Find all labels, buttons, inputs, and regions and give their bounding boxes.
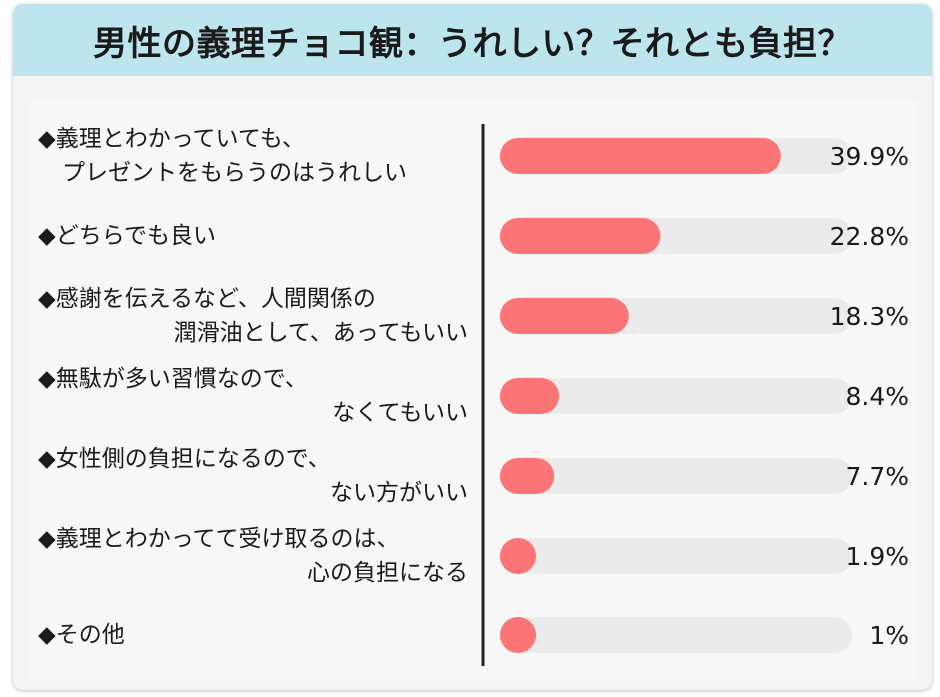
bar-value-label: 18.3% [830, 302, 909, 331]
bar [500, 538, 536, 574]
category-label-line2: ない方がいい [330, 480, 468, 506]
category-label-line1: ◆義理とわかってて受け取るのは、 [38, 526, 400, 552]
bar-track [500, 617, 852, 653]
chart-title: 男性の義理チョコ観：うれしい？それとも負担？ [93, 23, 852, 64]
bar [500, 617, 536, 653]
category-label-line2: 心の負担になる [307, 560, 468, 586]
bar-value-label: 1.9% [845, 542, 909, 571]
bar-value-label: 1% [869, 621, 909, 650]
category-label-line1: ◆女性側の負担になるので、 [38, 446, 331, 472]
category-label: ◆義理とわかってて受け取るのは、心の負担になる [38, 522, 468, 590]
category-label: ◆感謝を伝えるなど、人間関係の潤滑油として、あってもいい [38, 282, 468, 350]
bar [500, 458, 555, 494]
category-label-line1: ◆どちらでも良い [38, 223, 216, 249]
category-label-line2: プレゼントをもらうのはうれしい [62, 160, 407, 186]
bar-value-label: 39.9% [830, 142, 909, 171]
bar-value-label: 22.8% [830, 222, 909, 251]
category-label: ◆女性側の負担になるので、ない方がいい [38, 442, 468, 510]
title-banner: 男性の義理チョコ観：うれしい？それとも負担？ [13, 4, 932, 76]
bar-track [500, 378, 852, 414]
category-label-line1: ◆無駄が多い習慣なので、 [38, 366, 308, 392]
bar [500, 218, 661, 254]
category-label: ◆無駄が多い習慣なので、 なくてもいい [38, 362, 468, 430]
bar [500, 138, 781, 174]
bar [500, 298, 629, 334]
category-label-line2: なくてもいい [332, 400, 468, 426]
bar-track [500, 458, 852, 494]
category-label: ◆どちらでも良い [38, 219, 216, 253]
bar-track [500, 538, 852, 574]
category-label: ◆義理とわかっていても、プレゼントをもらうのはうれしい [38, 122, 468, 190]
bar-value-label: 8.4% [845, 382, 909, 411]
bar-value-label: 7.7% [845, 462, 909, 491]
bar [500, 378, 560, 414]
category-label-line2: 潤滑油として、あってもいい [173, 320, 468, 346]
category-label: ◆その他 [38, 618, 125, 652]
category-label-line1: ◆その他 [38, 622, 125, 648]
category-label-line1: ◆義理とわかっていても、 [38, 126, 306, 152]
category-label-line1: ◆感謝を伝えるなど、人間関係の [38, 286, 376, 312]
